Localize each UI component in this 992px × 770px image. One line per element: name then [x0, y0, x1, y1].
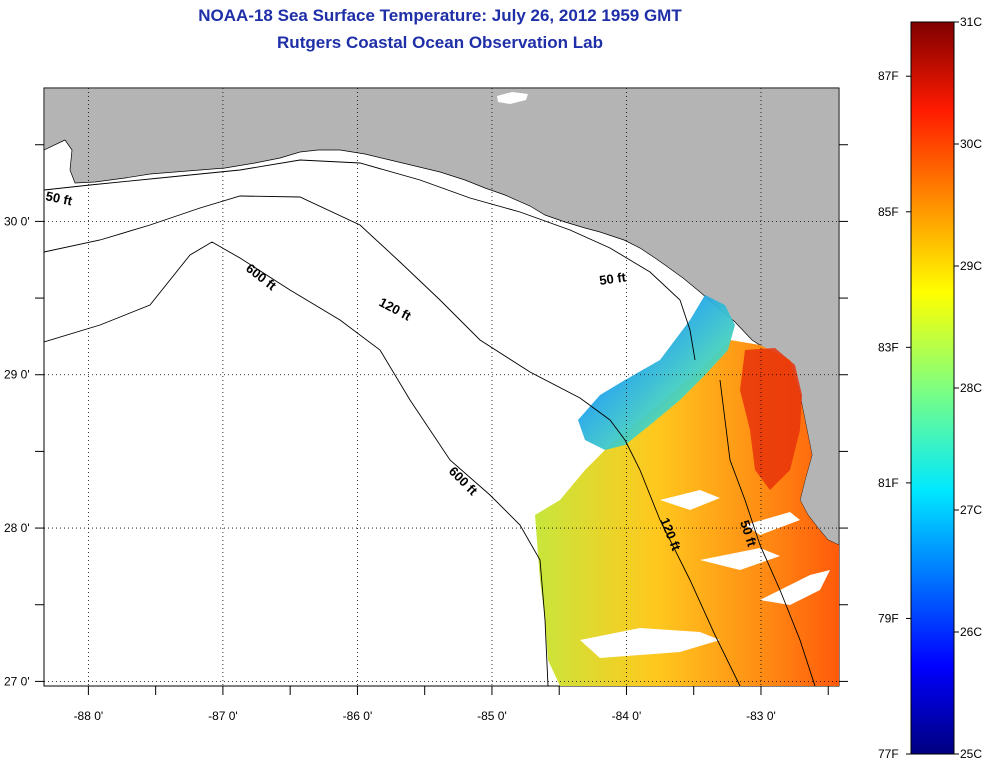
contour-600ft — [44, 241, 549, 686]
cloud-gap — [700, 548, 780, 570]
contour-50ft-east — [719, 379, 816, 686]
colorbar-label-c: 26C — [960, 625, 982, 639]
lon-tick-label: -86 0' — [343, 709, 373, 723]
lon-tick-label: -83 0' — [746, 709, 776, 723]
cloud-gap — [745, 512, 800, 535]
colorbar-label-c: 29C — [960, 259, 982, 273]
colorbar-label-f: 81F — [878, 476, 899, 490]
lon-tick-label: -87 0' — [208, 709, 238, 723]
colorbar — [910, 21, 955, 755]
cloud-gap — [580, 628, 720, 658]
colorbar-label-f: 79F — [878, 611, 899, 625]
colorbar-label-c: 30C — [960, 137, 982, 151]
colorbar-label-c: 25C — [960, 747, 982, 761]
colorbar-label-f: 77F — [878, 747, 899, 761]
colorbar-label-f: 87F — [878, 69, 899, 83]
lat-tick-label: 29 0' — [4, 368, 30, 382]
lat-tick-label: 30 0' — [4, 214, 30, 228]
lon-tick-label: -88 0' — [74, 709, 104, 723]
cloud-gap — [760, 570, 830, 605]
lat-tick-label: 27 0' — [4, 674, 30, 688]
lon-tick-label: -84 0' — [612, 709, 642, 723]
sst-cool-region — [578, 295, 735, 450]
colorbar-label-f: 85F — [878, 205, 899, 219]
colorbar-label-c: 27C — [960, 503, 982, 517]
map-title: NOAA-18 Sea Surface Temperature: July 26… — [198, 6, 682, 25]
lon-tick-label: -85 0' — [477, 709, 507, 723]
colorbar-label-f: 83F — [878, 340, 899, 354]
contour-label: 50 ft — [44, 188, 74, 208]
lat-tick-label: 28 0' — [4, 521, 30, 535]
sst-hot-core — [740, 348, 802, 490]
map-subtitle: Rutgers Coastal Ocean Observation Lab — [277, 33, 603, 52]
colorbar-label-c: 28C — [960, 381, 982, 395]
island — [497, 92, 528, 104]
colorbar-label-c: 31C — [960, 15, 982, 29]
cloud-gap — [660, 490, 720, 510]
contour-label: 50 ft — [598, 269, 627, 288]
contour-50ft-west — [44, 159, 696, 361]
contour-120ft — [44, 195, 741, 686]
